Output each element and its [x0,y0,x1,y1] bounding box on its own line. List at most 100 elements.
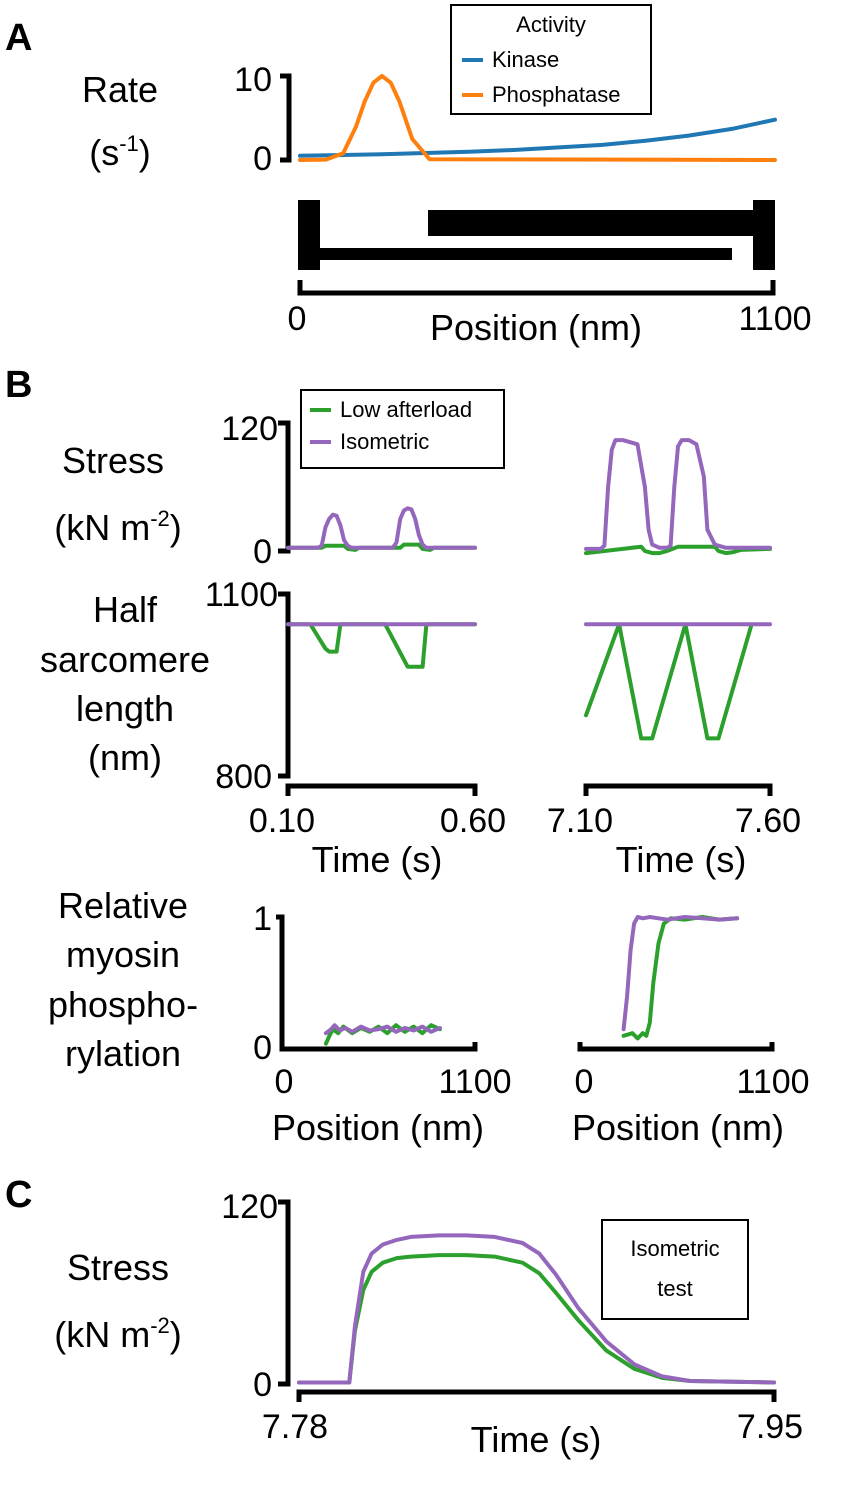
b-xtick-0.60: 0.60 [440,802,506,840]
b-stress-late-series-isometric [584,438,772,551]
b-phos-early-plot [323,1023,442,1046]
a-legend-label-phosphatase: Phosphatase [492,82,620,107]
b-xlabel-late: Time (s) [616,839,747,880]
b-stress-ylabel: Stress (kN m-2) [54,440,182,548]
panel-letter-a: A [5,17,32,59]
b-length-y-axis [278,591,291,779]
b-phos-xlabel-early: Position (nm) [272,1107,484,1148]
b-phos-xtick-0-late: 0 [575,1063,594,1101]
b-stress-ytick-0: 0 [253,533,272,571]
c-x-label: Time (s) [471,1419,602,1460]
b-phos-ytick-0: 0 [253,1029,272,1067]
panel-letter-b: B [5,364,32,406]
b-length-ylabel-line4: (nm) [88,737,162,778]
a-legend-label-kinase: Kinase [492,47,559,72]
b-length-ytick-800: 800 [215,758,272,796]
c-ytick-0: 0 [253,1366,272,1404]
b-stress-y-axis [278,420,291,554]
b-legend-label-isometric: Isometric [340,429,429,454]
a-ytick-10: 10 [234,61,272,99]
b-stress-ylabel-unit: (kN m [54,507,150,548]
c-xtick-7.95: 7.95 [737,1408,803,1446]
z-disc-right [753,200,775,270]
c-ylabel-unit: (kN m [54,1314,150,1355]
c-ylabel: Stress (kN m-2) [54,1247,182,1355]
a-ylabel-exponent: -1 [119,131,139,156]
b-stress-early-plot [286,506,477,552]
b-xtick-7.60: 7.60 [735,802,801,840]
b-length-late-plot [584,622,772,741]
thin-filament [315,248,732,260]
a-ylabel-close: ) [139,132,151,173]
a-rate-series-kinase [298,117,777,158]
c-stress-series-low-afterload [297,1253,776,1385]
b-length-early-plot [286,622,477,669]
c-plot-area [297,1233,776,1385]
b-phos-early-series-isometric [323,1023,442,1036]
b-phos-late-plot [621,915,740,1041]
b-xtick-0.10: 0.10 [249,802,315,840]
c-stress-series-isometric [297,1233,776,1385]
b-phos-ylabel-line4: rylation [65,1033,181,1074]
z-disc-left [298,200,320,270]
c-xtick-7.78: 7.78 [262,1408,328,1446]
panel-letter-c: C [5,1174,32,1216]
a-ylabel: Rate (s-1) [82,69,158,173]
b-length-ylabel-line2: sarcomere [40,639,210,680]
b-phos-xtick-1100-early: 1100 [438,1063,511,1101]
a-xtick-1100: 1100 [738,300,811,338]
c-legend-line2: test [657,1276,692,1301]
sarcomere-schematic [298,200,775,270]
b-length-late-series-low-afterload [584,622,754,741]
b-legend-box [300,389,505,469]
a-ylabel-unit: (s [89,132,119,173]
a-legend-box [450,4,652,115]
a-x-axis [297,280,776,296]
b-length-ytick-1100: 1100 [205,576,278,614]
b-phos-xtick-1100-late: 1100 [736,1063,809,1101]
b-legend: Low afterload Isometric [300,389,505,469]
b-length-ylabel: Half sarcomere length (nm) [40,589,210,778]
b-phos-xtick-0-early: 0 [275,1063,294,1101]
b-length-early-series-low-afterload [286,622,477,669]
a-xtick-0: 0 [288,300,307,338]
c-ylabel-line1: Stress [67,1247,169,1288]
c-ytick-120: 120 [221,1188,278,1226]
b-length-ylabel-line1: Half [93,589,158,630]
c-legend: Isometric test [601,1219,749,1320]
c-y-axis [278,1199,291,1387]
b-xlabel-early: Time (s) [312,839,443,880]
b-phos-axes-late [577,1042,775,1052]
b-phos-late-series-low-afterload [621,915,740,1041]
a-plot-area [298,74,777,162]
b-phos-ylabel-line3: phospho- [48,984,198,1025]
a-legend-title: Activity [516,12,586,37]
a-legend: Activity Kinase Phosphatase [450,4,652,115]
a-ylabel-line2: (s-1) [89,131,151,173]
thick-filament [428,210,758,236]
b-legend-label-low-afterload: Low afterload [340,397,472,422]
b-length-ylabel-line3: length [76,688,174,729]
b-stress-ylabel-close: ) [170,507,182,548]
b-phos-xlabel-late: Position (nm) [572,1107,784,1148]
b-xtick-7.10: 7.10 [547,802,613,840]
a-y-axis [280,73,292,163]
b-stress-early-series-isometric [286,506,477,550]
b-time-axis-early [285,783,478,796]
c-legend-line1: Isometric [630,1236,719,1261]
b-phos-ytick-1: 1 [253,900,272,938]
b-phos-ylabel-line2: myosin [66,934,180,975]
c-ylabel-line2: (kN m-2) [54,1313,182,1355]
b-stress-ylabel-line1: Stress [62,440,164,481]
b-phos-late-series-isometric [621,915,740,1032]
c-ylabel-close: ) [170,1314,182,1355]
b-phos-ylabel: Relative myosin phospho- rylation [48,885,198,1074]
b-time-axis-late [583,783,773,796]
c-x-axis [296,1389,777,1402]
c-ylabel-exponent: -2 [150,1313,170,1338]
c-legend-box [601,1219,749,1320]
b-stress-ytick-120: 120 [221,410,278,448]
b-stress-late-plot [584,438,772,556]
b-phos-ylabel-line1: Relative [58,885,188,926]
